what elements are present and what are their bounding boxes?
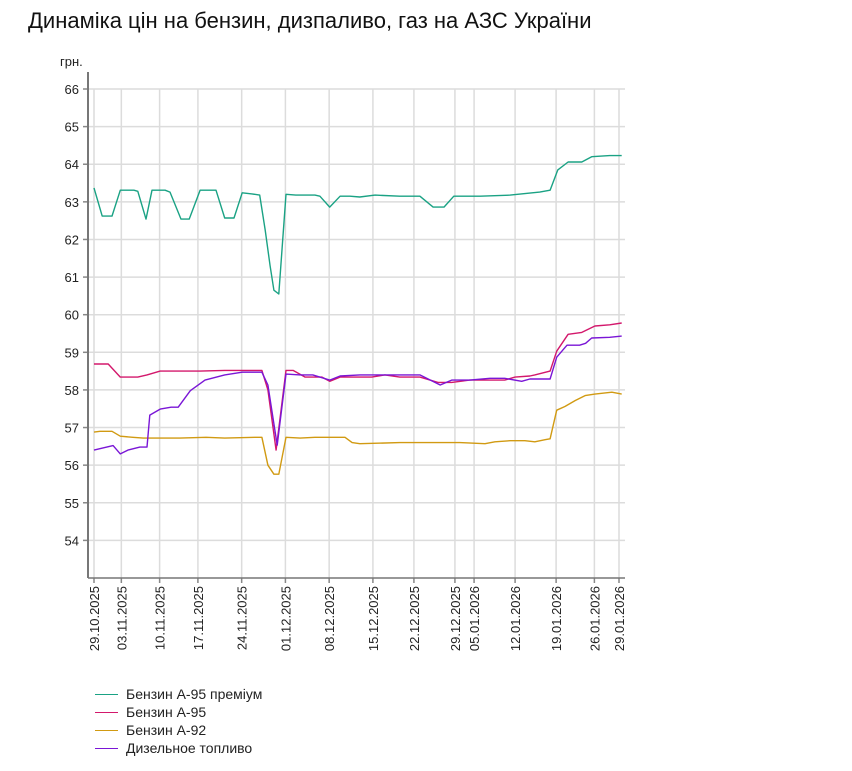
- x-tick-label: 29.12.2025: [448, 586, 463, 651]
- y-tick-label: 54: [65, 533, 79, 548]
- y-tick-label: 62: [65, 232, 79, 247]
- legend-label: Бензин А-95: [126, 704, 207, 720]
- x-tick-label: 19.01.2026: [549, 586, 564, 651]
- x-tick-label: 12.01.2026: [508, 586, 523, 651]
- legend-swatch: [95, 729, 118, 731]
- legend-label: Бензин А-92: [126, 722, 207, 738]
- y-tick-label: 61: [65, 270, 79, 285]
- x-tick-label: 08.12.2025: [322, 586, 337, 651]
- legend-label: Дизельное топливо: [126, 740, 253, 756]
- legend-item[interactable]: Бензин А-92: [95, 721, 262, 739]
- y-tick-label: 56: [65, 458, 79, 473]
- y-tick-label: 60: [65, 308, 79, 323]
- y-tick-label: 66: [65, 82, 79, 97]
- y-tick-label: 64: [65, 157, 79, 172]
- x-tick-label: 03.11.2025: [114, 586, 129, 650]
- x-tick-label: 29.10.2025: [87, 586, 102, 651]
- legend-swatch: [95, 693, 118, 695]
- x-tick-label: 24.11.2025: [235, 586, 250, 650]
- y-tick-label: 63: [65, 195, 79, 210]
- y-tick-label: 59: [65, 345, 79, 360]
- y-tick-label: 58: [65, 383, 79, 398]
- legend-swatch: [95, 711, 118, 713]
- x-tick-label: 29.01.2026: [612, 586, 627, 651]
- y-tick-label: 57: [65, 421, 79, 436]
- chart-title: Динаміка цін на бензин, дизпаливо, газ н…: [28, 8, 592, 33]
- y-tick-label: 55: [65, 496, 79, 511]
- x-tick-label: 22.12.2025: [407, 586, 422, 651]
- x-tick-label: 05.01.2026: [467, 586, 482, 651]
- legend-item[interactable]: Бензин А-95 преміум: [95, 685, 262, 703]
- series-line: [93, 391, 622, 475]
- legend-label: Бензин А-95 преміум: [126, 686, 263, 702]
- x-tick-label: 26.01.2026: [587, 586, 602, 651]
- series-line: [93, 154, 622, 295]
- legend-swatch: [95, 747, 118, 749]
- x-tick-label: 01.12.2025: [278, 586, 293, 651]
- x-tick-label: 15.12.2025: [366, 586, 381, 651]
- y-axis-label: грн.: [60, 54, 83, 69]
- legend: Бензин А-95 преміум Бензин А-95 Бензин А-9…: [95, 685, 262, 757]
- x-tick-label: 17.11.2025: [191, 586, 206, 650]
- legend-item[interactable]: Дизельное топливо: [95, 739, 262, 757]
- series-line: [94, 322, 622, 451]
- x-tick-label: 10.11.2025: [153, 586, 168, 650]
- y-tick-label: 65: [65, 120, 79, 135]
- series-line: [93, 335, 622, 455]
- legend-item[interactable]: Бензин А-95: [95, 703, 262, 721]
